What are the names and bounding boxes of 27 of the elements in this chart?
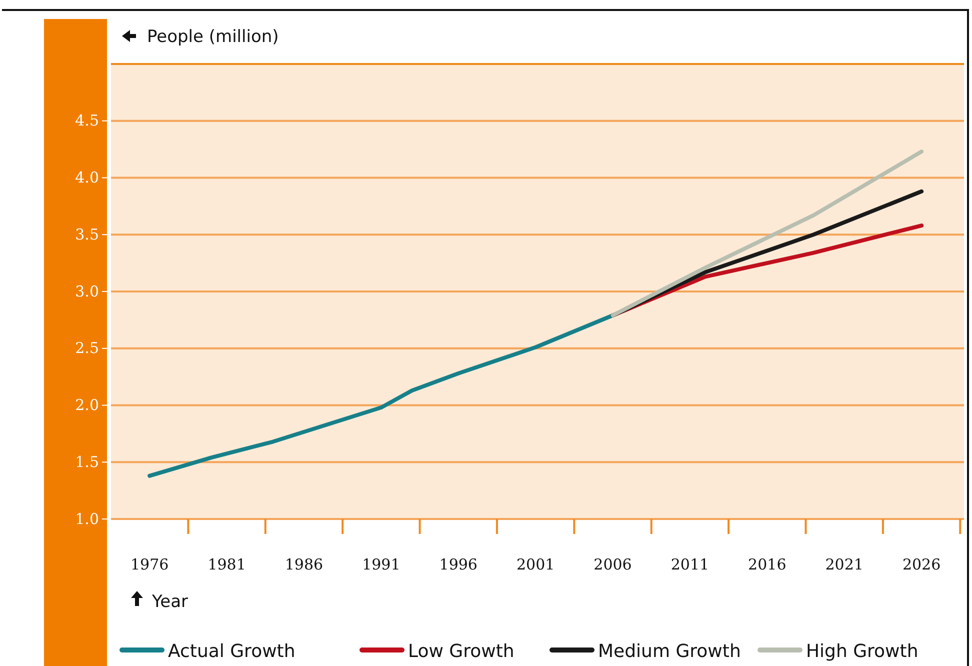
y-tick-label: 3.0: [75, 282, 99, 300]
y-tick-label: 4.5: [75, 112, 99, 130]
line-series: [148, 313, 615, 478]
legend-label: Actual Growth: [168, 641, 296, 662]
y-tick-label: 1.0: [75, 510, 99, 528]
y-axis-title: People (million): [147, 27, 279, 47]
x-tick-label: 2016: [748, 556, 786, 574]
x-tick-label: 2021: [825, 556, 864, 574]
y-tick-label: 2.5: [75, 339, 99, 358]
legend-label: Low Growth: [408, 641, 514, 662]
x-tick-label: 2011: [670, 556, 710, 574]
x-tick-label: 1991: [362, 556, 400, 574]
legend-label: High Growth: [806, 641, 918, 662]
legend-label: Medium Growth: [598, 641, 741, 662]
y-tick-label: 1.5: [75, 452, 99, 471]
y-tick-label: 4.0: [75, 168, 99, 187]
x-tick-label: 1976: [130, 556, 169, 574]
x-tick-label: 1986: [284, 556, 324, 574]
x-axis-title: Year: [151, 592, 188, 612]
x-tick-label: 1996: [439, 556, 478, 574]
line-series: [610, 150, 924, 318]
x-tick-label: 2001: [516, 556, 555, 574]
y-tick-label: 3.5: [75, 225, 99, 244]
x-tick-label: 2026: [902, 556, 941, 574]
x-tick-label: 2006: [594, 556, 632, 574]
y-tick-label: 2.0: [75, 396, 99, 414]
x-tick-label: 1981: [208, 556, 246, 574]
